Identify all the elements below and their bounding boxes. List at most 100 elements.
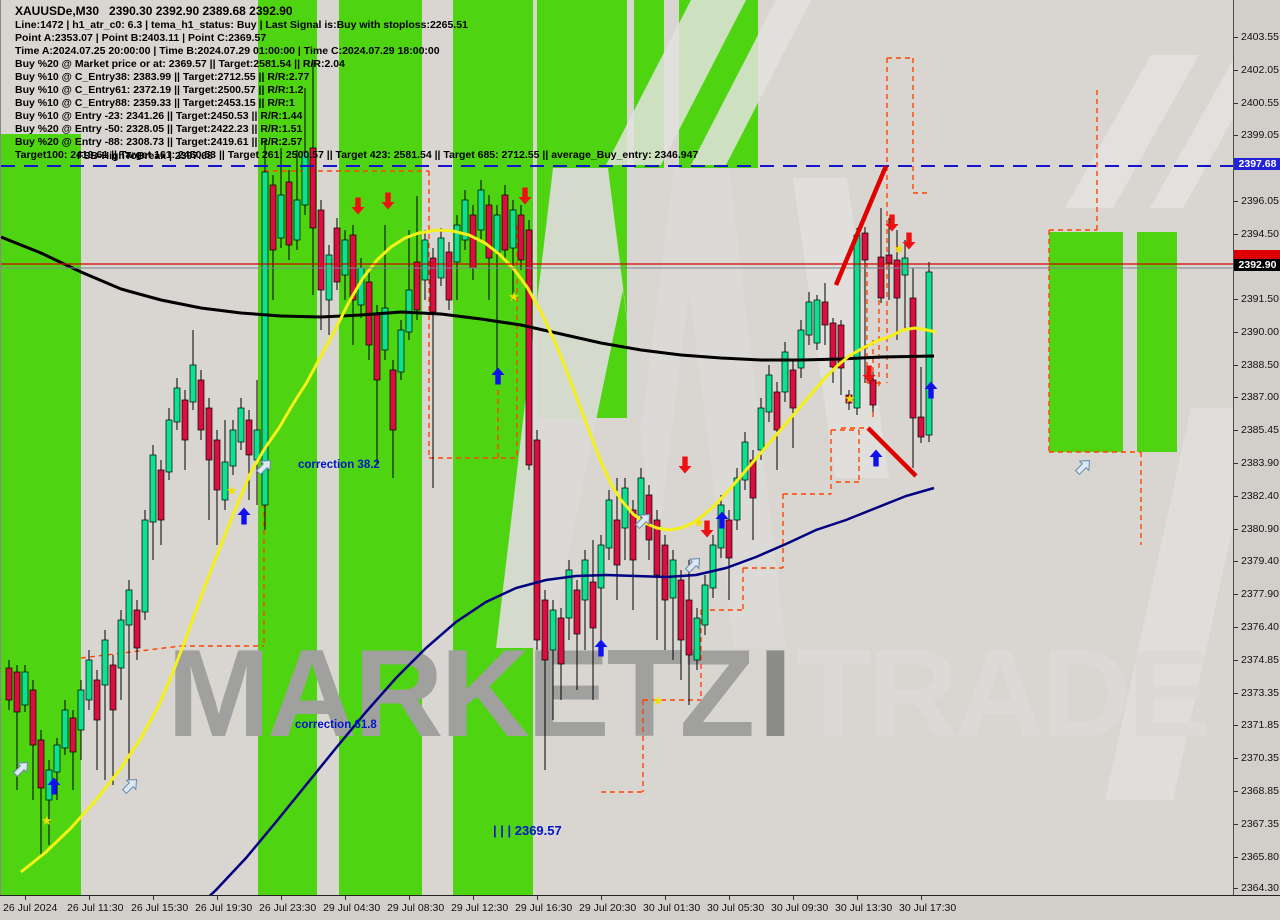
price-tick: [1234, 758, 1238, 759]
star-icon: ★: [693, 515, 705, 530]
chart-area[interactable]: MARKETZITRADE ★ ★ ★ ★ ★ ★ ★ XAUUSDe,M30 2390.3…: [0, 0, 1234, 895]
star-icon: ★: [844, 391, 856, 406]
price-label: 2370.35: [1241, 752, 1279, 764]
star-icon: ★: [41, 813, 53, 828]
candle-body: [877, 256, 885, 299]
time-axis[interactable]: 26 Jul 2024 26 Jul 11:30 26 Jul 15:30 26 Ju…: [0, 895, 1280, 920]
price-tick: [1234, 824, 1238, 825]
star-icon: ★: [508, 289, 520, 304]
price-label: 2368.85: [1241, 785, 1279, 797]
candle-body: [317, 209, 325, 291]
candle-body: [669, 559, 677, 599]
trend-line[interactable]: [833, 165, 889, 286]
candle-body: [493, 214, 501, 253]
watermark-text: MARKETZITRADE: [167, 632, 1211, 756]
ma-navy: [208, 486, 935, 895]
price-tick: [1234, 561, 1238, 562]
ma-black: [1, 235, 935, 362]
time-tick: [921, 896, 922, 900]
candle-body: [573, 589, 581, 635]
info-line: Buy %20 @ Entry -88: 2308.73 || Target:2…: [15, 136, 303, 148]
time-label: 29 Jul 12:30: [451, 902, 509, 914]
candle-body: [85, 659, 93, 701]
price-label: 2400.55: [1241, 97, 1279, 109]
watermark-shape: [1150, 58, 1234, 208]
candle-body: [869, 379, 877, 406]
candle-body: [653, 519, 661, 576]
candle-body: [885, 254, 893, 264]
price-label: 2390.00: [1241, 326, 1279, 338]
price-tick: [1234, 496, 1238, 497]
candle-body: [429, 257, 437, 313]
price-label: 2391.50: [1241, 293, 1279, 305]
candle-body: [541, 599, 549, 661]
candle-body: [901, 257, 909, 276]
candle-body: [757, 407, 765, 451]
candle-body: [437, 237, 445, 279]
candle-body: [21, 671, 29, 706]
candle-body: [101, 639, 109, 686]
trend-line[interactable]: [866, 426, 918, 478]
candle-body: [285, 181, 293, 246]
time-label: 30 Jul 17:30: [899, 902, 957, 914]
info-line: Line:1472 | h1_atr_c0: 6.3 | tema_h1_sta…: [15, 19, 468, 31]
candle-body: [277, 194, 285, 239]
candle-body: [733, 477, 741, 521]
time-tick: [281, 896, 282, 900]
hollow-breakout-arrow-icon: [684, 557, 701, 574]
candle-body: [373, 314, 381, 381]
time-label: 26 Jul 15:30: [131, 902, 189, 914]
candle-body: [797, 329, 805, 369]
candle-body: [221, 461, 229, 501]
price-label: 2383.90: [1241, 457, 1279, 469]
watermark-logo: [496, 0, 1234, 800]
candle-body: [829, 322, 837, 368]
candle-body: [77, 689, 85, 731]
buy-arrow-icon: [237, 507, 251, 525]
ma-yellow: [20, 228, 937, 874]
buy-arrow-icon: [47, 777, 61, 795]
trailing-stop-dash: [80, 645, 182, 659]
candle-body: [189, 364, 197, 403]
price-label: 2371.85: [1241, 719, 1279, 731]
candle-body: [445, 251, 453, 301]
price-tick: [1234, 70, 1238, 71]
time-label: 30 Jul 13:30: [835, 902, 893, 914]
candle-body: [5, 667, 13, 701]
green-band: [453, 0, 533, 895]
candle-body: [157, 469, 165, 521]
price-label: 2376.40: [1241, 621, 1279, 633]
time-label: 29 Jul 16:30: [515, 902, 573, 914]
candle-body: [789, 369, 797, 409]
price-label: 2367.35: [1241, 818, 1279, 830]
sell-arrow-icon: [885, 214, 899, 232]
candle-body: [469, 214, 477, 269]
price-label: 2402.05: [1241, 64, 1279, 76]
current-price-badge: 2392.90: [1234, 259, 1280, 271]
symbol-title: XAUUSDe,M30 2390.30 2392.90 2389.68 2392…: [15, 4, 293, 18]
price-tick: [1234, 332, 1238, 333]
price-tick: [1234, 430, 1238, 431]
sell-arrow-icon: [902, 232, 916, 250]
candle-body: [813, 299, 821, 344]
candle-body: [725, 519, 733, 559]
price-tick: [1234, 888, 1238, 889]
price-axis[interactable]: 2403.55 2402.05 2400.55 2399.05 2396.05 2394.…: [1233, 0, 1280, 895]
candle-body: [917, 416, 925, 438]
price-tick: [1234, 660, 1238, 661]
info-line: Buy %20 @ Entry -50: 2328.05 || Target:2…: [15, 123, 303, 135]
sell-arrow-icon: [351, 197, 365, 215]
candle-body: [557, 617, 565, 665]
candle-body: [261, 171, 269, 506]
price-label: 2379.40: [1241, 555, 1279, 567]
watermark-shape: [1105, 408, 1234, 800]
time-label: 29 Jul 04:30: [323, 902, 381, 914]
price-label: 2373.35: [1241, 687, 1279, 699]
candle-body: [125, 589, 133, 626]
price-tick: [1234, 857, 1238, 858]
candle-body: [613, 519, 621, 566]
time-tick: [409, 896, 410, 900]
candle-body: [13, 671, 21, 713]
candle-body: [213, 439, 221, 491]
